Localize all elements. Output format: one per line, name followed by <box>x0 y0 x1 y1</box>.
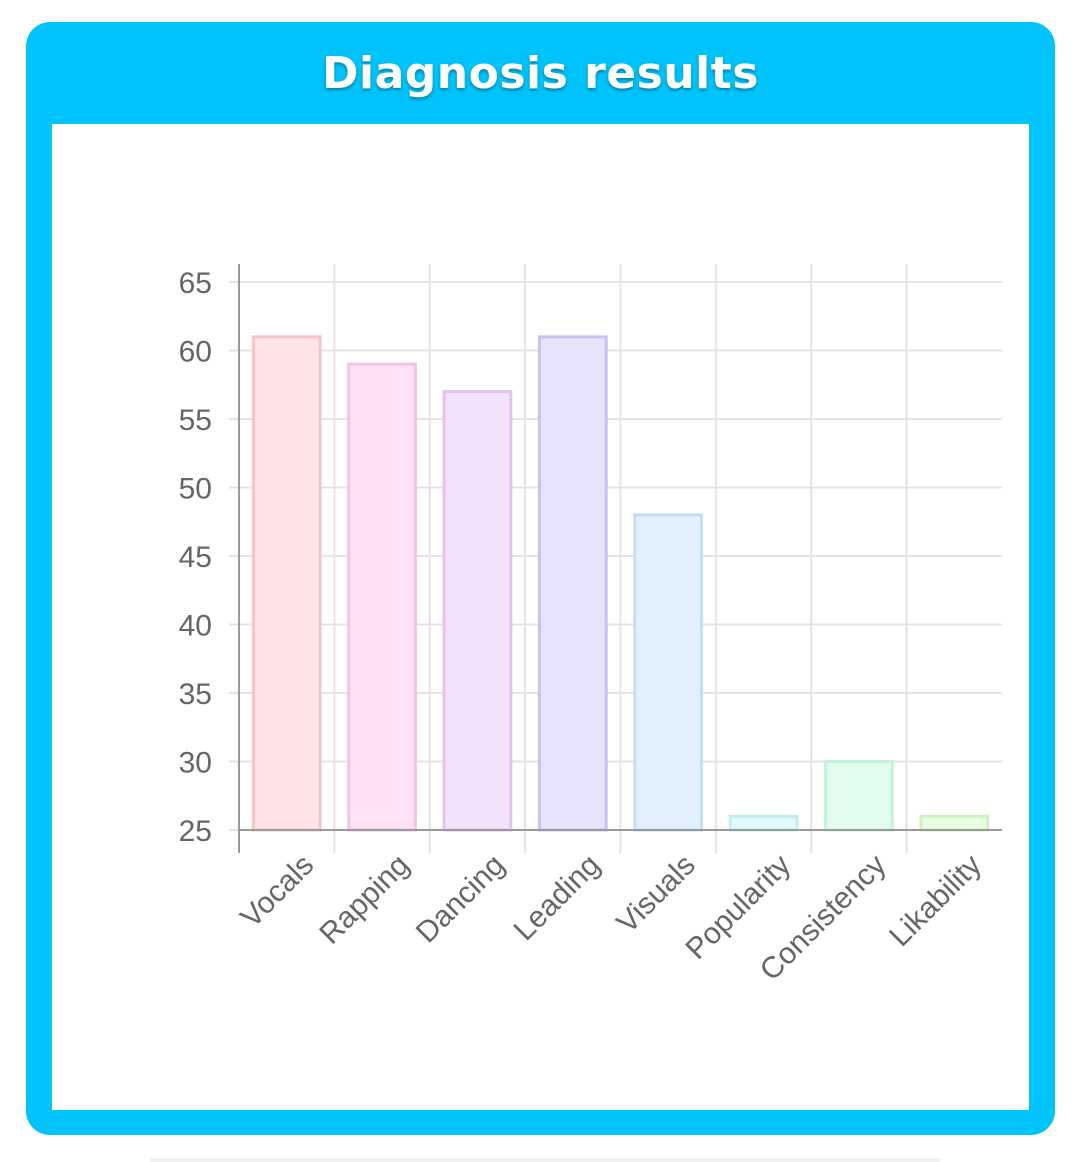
y-tick-label: 40 <box>179 610 212 643</box>
x-tick-label: Likability <box>883 848 988 953</box>
bar-dancing <box>442 390 513 832</box>
y-tick-labels: 25 30 35 40 45 50 55 60 65 <box>179 267 212 848</box>
y-tick-label: 25 <box>179 815 212 848</box>
x-tick-label: Rapping <box>313 848 415 950</box>
x-tick-label: Leading <box>508 848 607 947</box>
bar-vocals <box>251 335 322 832</box>
x-tick-label: Vocals <box>235 848 321 934</box>
bottom-divider <box>150 1158 940 1162</box>
bar-visuals <box>633 513 704 832</box>
diagnosis-results-card: Diagnosis results 25 30 35 40 45 50 55 60 65 Voc… <box>26 22 1055 1135</box>
chart-panel: 25 30 35 40 45 50 55 60 65 Vocals Rapping Dancing L… <box>52 124 1029 1110</box>
y-tick-label: 65 <box>179 267 212 300</box>
y-tick-label: 35 <box>179 678 212 711</box>
y-tick-label: 30 <box>179 747 212 780</box>
bar-popularity <box>728 814 799 832</box>
card-title: Diagnosis results <box>322 47 759 99</box>
y-tick-label: 60 <box>179 336 212 369</box>
bar-leading <box>537 335 608 832</box>
bar-rapping <box>347 362 417 832</box>
x-tick-label: Dancing <box>410 848 511 949</box>
bar-consistency <box>824 760 894 832</box>
x-tick-label: Visuals <box>611 848 702 939</box>
y-tick-label: 50 <box>179 473 212 506</box>
bar-likability <box>919 814 990 832</box>
bars <box>251 335 990 832</box>
y-tick-label: 55 <box>179 404 212 437</box>
axes <box>238 264 1002 853</box>
y-tick-label: 45 <box>179 541 212 574</box>
